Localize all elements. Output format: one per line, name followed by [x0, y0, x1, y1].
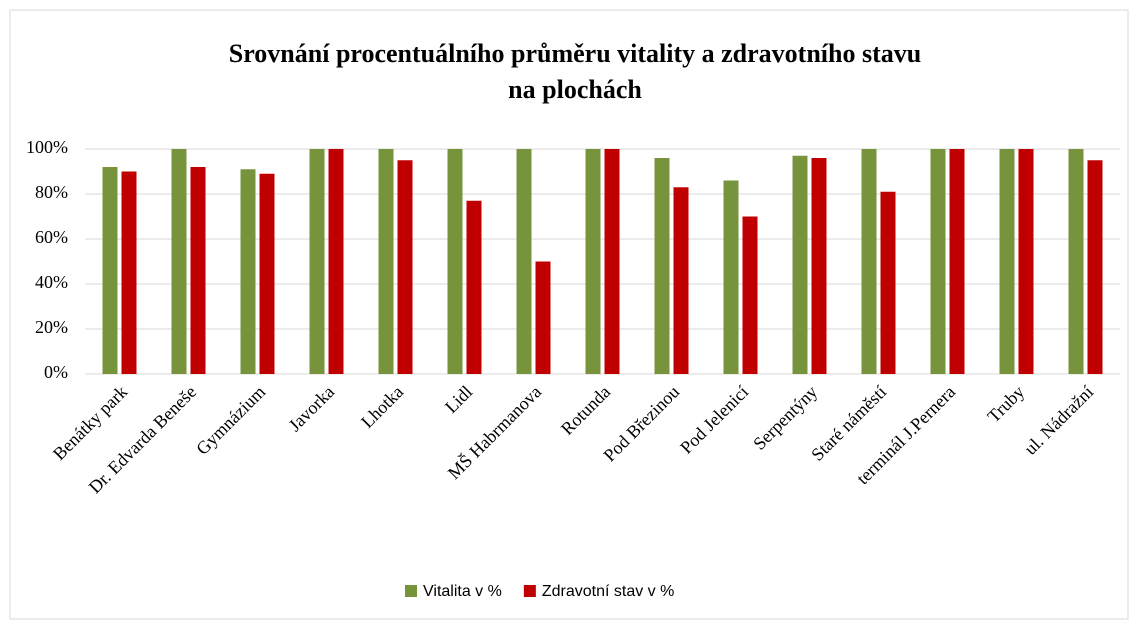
- y-tick-label: 60%: [35, 227, 68, 247]
- bar: [516, 149, 532, 374]
- chart-title: na plochách: [508, 75, 642, 104]
- bar: [171, 149, 187, 374]
- bar: [240, 169, 256, 374]
- bar: [1018, 149, 1034, 374]
- y-tick-label: 100%: [26, 137, 68, 157]
- legend-swatch: [523, 585, 536, 597]
- bar: [259, 173, 275, 374]
- bar: [723, 180, 739, 374]
- y-tick-label: 80%: [35, 182, 68, 202]
- y-tick-label: 20%: [35, 317, 68, 337]
- bar: [949, 149, 965, 374]
- bar: [121, 171, 137, 374]
- bar: [309, 149, 325, 374]
- bar: [585, 149, 601, 374]
- bar: [447, 149, 463, 374]
- bar: [811, 158, 827, 374]
- legend-label: Vitalita v %: [423, 583, 502, 600]
- bar: [861, 149, 877, 374]
- y-tick-label: 40%: [35, 272, 68, 292]
- y-tick-label: 0%: [44, 362, 68, 382]
- bar: [792, 155, 808, 374]
- legend-label: Zdravotní stav v %: [542, 583, 675, 600]
- bar: [102, 167, 118, 374]
- bar: [930, 149, 946, 374]
- bar: [604, 149, 620, 374]
- bar: [378, 149, 394, 374]
- bar: [1068, 149, 1084, 374]
- bar: [742, 216, 758, 374]
- bar: [999, 149, 1015, 374]
- bar: [328, 149, 344, 374]
- bar: [1087, 160, 1103, 374]
- bar: [535, 261, 551, 374]
- legend-swatch: [405, 585, 417, 597]
- bar: [466, 200, 482, 374]
- bar: [880, 191, 896, 374]
- bar: [654, 158, 670, 374]
- bar: [397, 160, 413, 374]
- chart-title: Srovnání procentuálního průměru vitality…: [229, 39, 921, 68]
- bar: [190, 167, 206, 374]
- bar: [673, 187, 689, 374]
